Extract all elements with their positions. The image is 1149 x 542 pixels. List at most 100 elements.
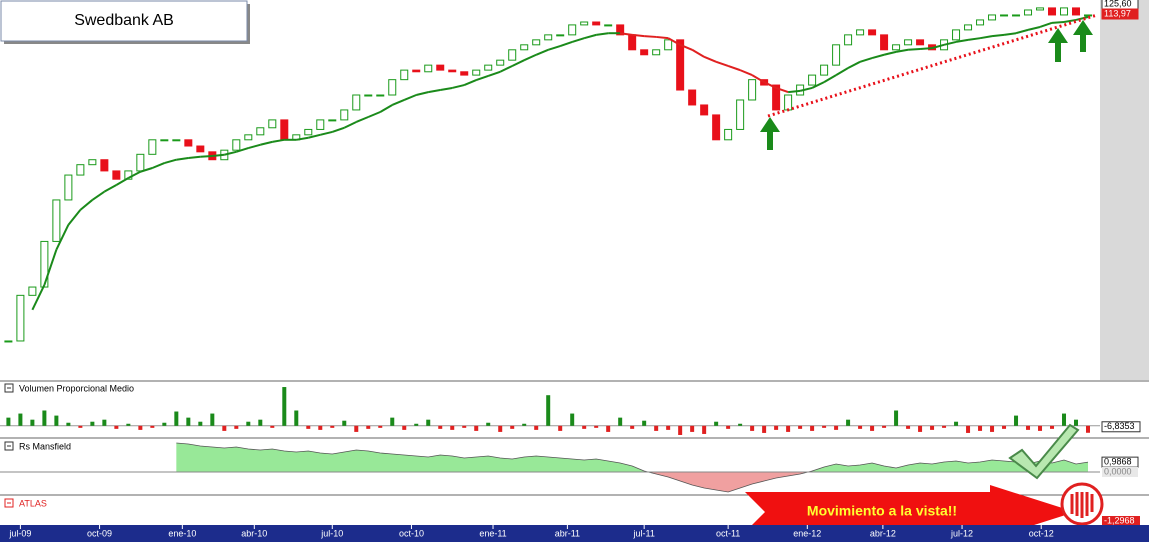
moving-average (1039, 21, 1053, 28)
moving-average (308, 133, 321, 139)
last-value-label: 113,97 (1104, 8, 1131, 18)
candle (808, 74, 817, 86)
moving-average (1075, 16, 1089, 21)
candle (184, 139, 193, 147)
moving-average (703, 55, 717, 63)
candle (1048, 7, 1057, 16)
volume-bar (450, 425, 455, 430)
panel-title: ATLAS (19, 498, 47, 508)
volume-bar (990, 425, 995, 432)
moving-average (224, 150, 237, 156)
moving-average (715, 60, 729, 67)
candle (460, 71, 469, 76)
volume-bar (342, 420, 347, 426)
x-tick-label: ene-11 (479, 528, 506, 538)
candle (412, 69, 421, 73)
candle (520, 44, 529, 51)
x-tick-label: oct-12 (1029, 528, 1054, 538)
candle (28, 286, 37, 296)
last-value-box (1101, 8, 1139, 20)
candle (724, 128, 733, 141)
volume-bar (654, 425, 659, 431)
moving-average (43, 249, 58, 286)
volume-bar (870, 425, 875, 431)
last-value-box (1101, 421, 1141, 433)
candle (664, 39, 673, 51)
volume-bar (1002, 425, 1007, 429)
volume-bar (678, 425, 683, 435)
volume-bar (246, 421, 251, 426)
moving-average (571, 37, 585, 43)
moving-average (140, 167, 153, 173)
moving-average (200, 154, 213, 158)
volume-bar (534, 425, 539, 430)
last-value-label: -6,8353 (1104, 421, 1135, 431)
candle (1000, 14, 1009, 17)
candle (640, 49, 649, 56)
volume-bar (498, 425, 503, 432)
candle (52, 199, 61, 242)
moving-average (499, 65, 513, 73)
volume-bar (186, 417, 191, 426)
volume-bar (522, 423, 527, 426)
moving-average (691, 48, 705, 58)
volume-bar (126, 423, 131, 426)
moving-average (296, 136, 309, 141)
volume-bar (978, 425, 983, 431)
moving-average (751, 74, 765, 84)
candle (112, 170, 121, 180)
candle (592, 21, 601, 26)
candle (472, 69, 481, 76)
candle (532, 39, 541, 46)
moving-average (428, 89, 441, 94)
volume-bar (966, 425, 971, 433)
volume-bar (150, 425, 155, 428)
moving-average (403, 94, 417, 101)
volume-bar (1050, 425, 1055, 429)
moving-average (511, 59, 525, 67)
candle (1060, 7, 1069, 16)
volume-bar (726, 425, 731, 429)
candle (424, 64, 433, 73)
price-axis-area (1100, 0, 1149, 380)
last-value-box (1102, 516, 1140, 526)
moving-average (463, 79, 477, 86)
volume-bar (1026, 425, 1031, 430)
volume-bar (378, 425, 383, 428)
volume-bar (174, 411, 179, 426)
moving-average (656, 35, 669, 40)
rs-area-positive (176, 443, 1088, 472)
candle (916, 39, 925, 46)
candle (388, 79, 397, 96)
candle (196, 145, 205, 153)
moving-average (632, 33, 645, 38)
moving-average (440, 86, 453, 92)
x-tick-label: ene-10 (168, 528, 196, 538)
candle (64, 174, 73, 201)
moving-average (79, 199, 94, 211)
moving-average (859, 57, 873, 63)
moving-average (164, 158, 177, 164)
volume-bar (894, 410, 899, 426)
volume-bar (138, 425, 143, 430)
volume-bar (330, 425, 335, 428)
candle (904, 39, 913, 46)
volume-bar (426, 419, 431, 426)
candle (772, 84, 781, 111)
moving-average (367, 111, 381, 118)
moving-average (667, 37, 681, 46)
volume-bar (798, 425, 803, 429)
volume-bar (786, 425, 791, 432)
x-tick-label: oct-09 (87, 528, 112, 538)
moving-average (127, 170, 141, 179)
last-value-label: -1,2968 (1104, 515, 1135, 525)
x-tick-label: jul-11 (632, 528, 654, 538)
candle (496, 59, 505, 66)
candle (340, 109, 349, 121)
panel-header: Rs Mansfield (4, 441, 71, 451)
candle (844, 34, 853, 46)
moving-average (535, 48, 549, 56)
volume-bar (318, 425, 323, 430)
moving-average (775, 87, 789, 94)
moving-average (596, 32, 609, 36)
